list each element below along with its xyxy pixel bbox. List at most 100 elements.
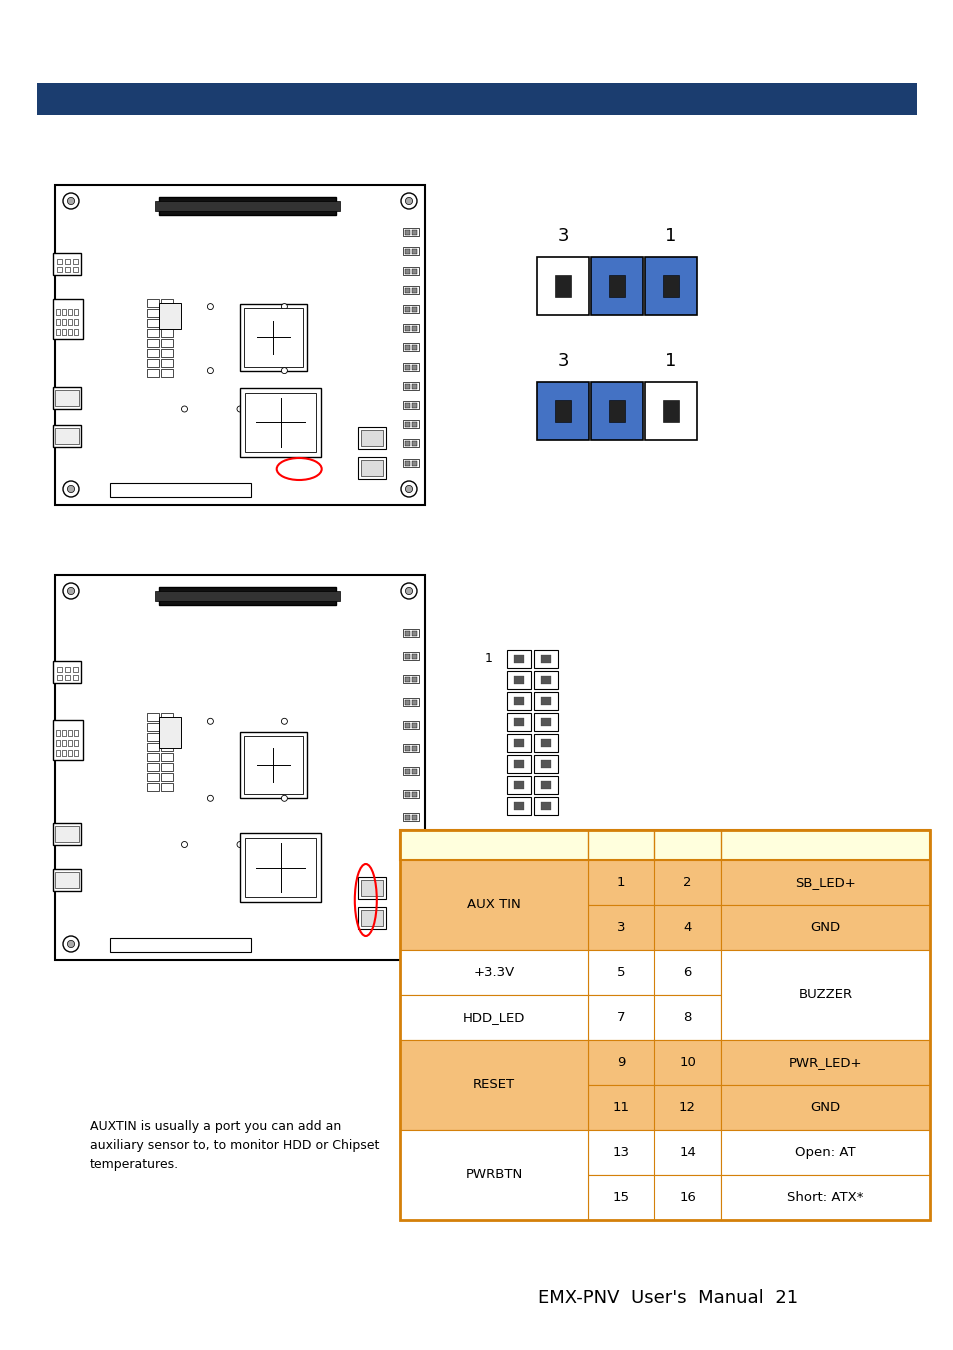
Bar	[402, 698, 418, 706]
Bar	[412, 747, 416, 751]
Bar	[55, 185, 424, 505]
Bar	[405, 769, 410, 774]
Bar	[402, 629, 418, 637]
Bar	[68, 749, 71, 756]
Bar	[554, 275, 571, 297]
Text: AUX TIN: AUX TIN	[467, 899, 520, 911]
Bar	[405, 423, 410, 427]
Bar	[402, 266, 418, 274]
Bar	[74, 749, 78, 756]
Bar	[161, 724, 173, 732]
Bar	[402, 721, 418, 729]
Text: GND: GND	[809, 921, 840, 934]
Circle shape	[207, 304, 213, 309]
Bar	[402, 767, 418, 775]
Text: PWRBTN: PWRBTN	[465, 1169, 522, 1181]
Bar	[720, 950, 929, 1040]
Bar	[62, 309, 66, 315]
Bar	[402, 883, 418, 891]
Bar	[56, 309, 60, 315]
Bar	[405, 250, 410, 254]
Bar	[402, 439, 418, 447]
Circle shape	[68, 941, 74, 948]
Bar	[412, 288, 416, 293]
Bar	[405, 907, 410, 913]
Bar	[514, 782, 523, 788]
Circle shape	[63, 481, 79, 497]
Bar	[412, 861, 416, 867]
Bar	[534, 734, 558, 752]
Bar	[37, 82, 916, 115]
Bar	[111, 483, 251, 497]
Bar	[57, 266, 62, 271]
Circle shape	[400, 193, 416, 209]
Bar	[154, 201, 340, 211]
Bar	[412, 423, 416, 427]
Circle shape	[281, 718, 287, 725]
Bar	[361, 880, 383, 896]
Text: 3: 3	[557, 227, 568, 244]
Text: 3: 3	[557, 352, 568, 370]
Bar	[68, 328, 71, 335]
Bar	[53, 822, 81, 845]
Bar	[412, 630, 416, 636]
Text: 1: 1	[664, 352, 676, 370]
Bar	[65, 259, 70, 263]
Bar	[240, 387, 321, 458]
Bar	[541, 676, 550, 684]
Bar	[154, 591, 340, 601]
Bar	[62, 749, 66, 756]
Bar	[405, 327, 410, 331]
Bar	[161, 783, 173, 791]
Bar	[399, 950, 588, 995]
Bar	[399, 860, 588, 950]
Bar	[245, 838, 316, 898]
Bar	[506, 713, 531, 730]
Bar	[361, 431, 383, 447]
Bar	[361, 460, 383, 477]
Text: 1: 1	[617, 876, 625, 890]
Bar	[161, 713, 173, 721]
Bar	[240, 732, 306, 798]
Bar	[514, 676, 523, 684]
Bar	[541, 697, 550, 705]
Bar	[158, 197, 335, 215]
Bar	[412, 383, 416, 389]
Bar	[55, 428, 79, 444]
Bar	[541, 802, 550, 810]
Bar	[161, 309, 173, 317]
Bar	[57, 675, 62, 680]
Bar	[399, 1085, 929, 1130]
Bar	[161, 359, 173, 367]
Bar	[402, 343, 418, 351]
Bar	[644, 382, 697, 440]
Bar	[148, 348, 159, 356]
Bar	[405, 441, 410, 447]
Bar	[402, 652, 418, 660]
Bar	[402, 459, 418, 467]
Bar	[412, 441, 416, 447]
Bar	[161, 319, 173, 327]
Bar	[53, 660, 81, 683]
Text: GND: GND	[809, 1102, 840, 1114]
Bar	[148, 319, 159, 327]
Bar	[68, 309, 71, 315]
Bar	[537, 382, 588, 440]
Bar	[412, 815, 416, 821]
Bar	[53, 425, 81, 447]
Bar	[412, 769, 416, 774]
Bar	[358, 458, 386, 479]
Bar	[506, 693, 531, 710]
Circle shape	[68, 587, 74, 594]
Circle shape	[281, 304, 287, 309]
Bar	[74, 328, 78, 335]
Circle shape	[68, 486, 74, 493]
Bar	[402, 860, 418, 868]
Bar	[405, 404, 410, 408]
Bar	[514, 718, 523, 726]
Bar	[662, 275, 679, 297]
Bar	[405, 383, 410, 389]
Bar	[412, 907, 416, 913]
Bar	[720, 1174, 929, 1220]
Bar	[56, 730, 60, 736]
